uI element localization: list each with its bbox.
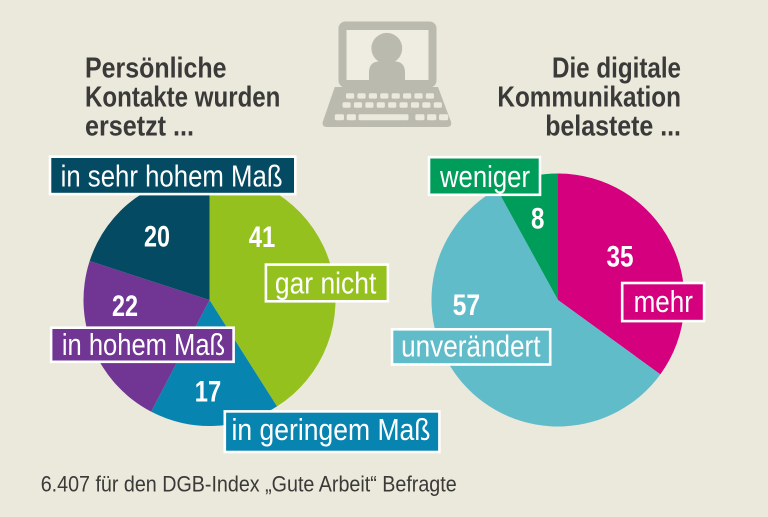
svg-text:unverändert: unverändert (401, 329, 541, 364)
svg-text:in sehr hohem Maß: in sehr hohem Maß (61, 159, 283, 194)
svg-text:17: 17 (195, 376, 221, 409)
svg-text:in hohem Maß: in hohem Maß (62, 327, 225, 362)
svg-text:weniger: weniger (439, 159, 530, 194)
svg-text:6.407 für den DGB-Index „Gute: 6.407 für den DGB-Index „Gute Arbeit“ Be… (41, 472, 457, 497)
svg-text:Kommunikation: Kommunikation (497, 82, 681, 114)
svg-text:35: 35 (607, 240, 634, 273)
svg-text:20: 20 (144, 221, 170, 254)
svg-text:Persönliche: Persönliche (85, 53, 227, 85)
svg-text:belastete ...: belastete ... (545, 111, 681, 143)
svg-text:Die digitale: Die digitale (552, 53, 681, 85)
svg-text:in geringem Maß: in geringem Maß (232, 412, 431, 447)
svg-text:Kontakte wurden: Kontakte wurden (85, 82, 280, 114)
svg-text:22: 22 (112, 290, 138, 323)
svg-text:8: 8 (531, 203, 544, 236)
svg-text:ersetzt ...: ersetzt ... (85, 111, 194, 143)
svg-text:gar nicht: gar nicht (275, 266, 377, 301)
svg-text:mehr: mehr (634, 284, 693, 319)
svg-text:41: 41 (249, 221, 276, 254)
svg-text:57: 57 (453, 289, 481, 322)
